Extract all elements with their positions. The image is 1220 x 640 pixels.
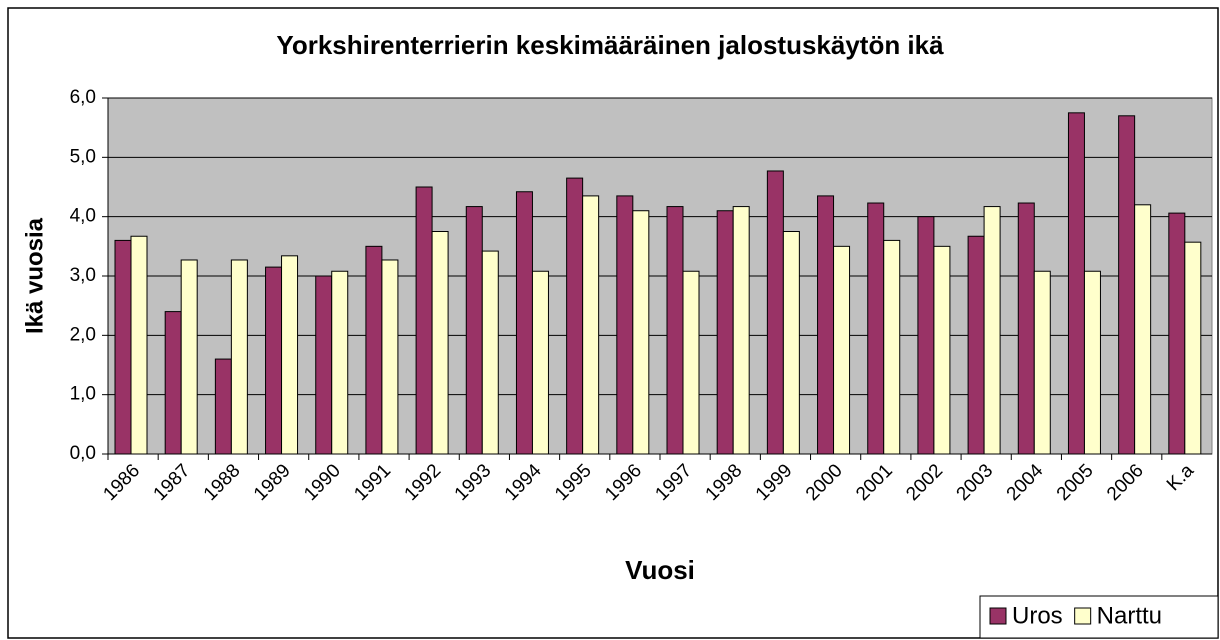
chart-title: Yorkshirenterrierin keskimääräinen jalos… [276, 30, 944, 60]
bar [1168, 212, 1186, 455]
y-tick-label: 4,0 [70, 206, 96, 227]
bar [983, 206, 1001, 455]
bar [365, 245, 383, 455]
bar [1083, 270, 1101, 455]
bar [130, 235, 148, 455]
bar [917, 216, 935, 455]
bar [1184, 241, 1202, 455]
bar [582, 195, 600, 455]
legend-swatch [989, 607, 1007, 625]
legend: Uros Narttu [979, 595, 1219, 639]
bar [817, 195, 835, 455]
bar [230, 259, 248, 455]
bar [716, 210, 734, 455]
bar [515, 191, 533, 455]
legend-label: Narttu [1097, 602, 1162, 629]
bar [431, 231, 449, 455]
bar [632, 210, 650, 455]
bar [883, 239, 901, 455]
bar [531, 270, 549, 455]
legend-label: Uros [1012, 602, 1063, 629]
bar [566, 177, 584, 455]
bar [1017, 202, 1035, 455]
bar [833, 245, 851, 455]
y-tick-label: 0,0 [70, 443, 96, 464]
bar [265, 266, 283, 455]
bar [164, 311, 182, 455]
bar [1118, 115, 1136, 455]
bar [331, 270, 349, 455]
x-axis-title: Vuosi [625, 555, 695, 585]
bar [967, 235, 985, 455]
bar [766, 170, 784, 455]
bar [214, 358, 232, 455]
bar [465, 206, 483, 455]
bar [666, 206, 684, 455]
y-tick-label: 3,0 [70, 265, 96, 286]
bar [381, 259, 399, 455]
bar [933, 245, 951, 455]
bar [415, 186, 433, 455]
y-tick-label: 1,0 [70, 384, 96, 405]
bar [281, 255, 299, 455]
y-axis-title: Ikä vuosia [21, 217, 48, 334]
bar [616, 195, 634, 455]
bar [1134, 204, 1152, 455]
bar [782, 231, 800, 455]
bar [682, 270, 700, 455]
y-tick-label: 2,0 [70, 324, 96, 345]
legend-box [979, 595, 1219, 639]
bar [180, 259, 198, 455]
bar [315, 275, 333, 455]
legend-swatch [1074, 607, 1092, 625]
y-tick-label: 6,0 [70, 87, 96, 108]
bar [1033, 270, 1051, 455]
y-tick-label: 5,0 [70, 146, 96, 167]
bar [867, 202, 885, 455]
bar [114, 239, 132, 455]
bar [732, 206, 750, 455]
bar [481, 250, 499, 455]
bar [1067, 112, 1085, 455]
